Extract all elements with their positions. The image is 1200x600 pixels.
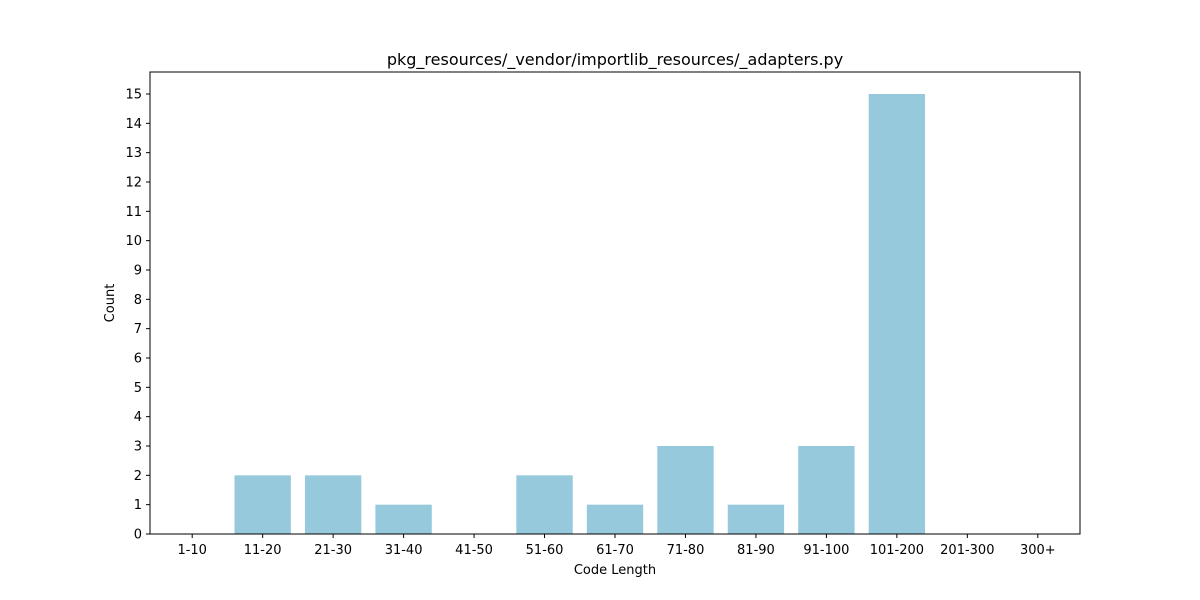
chart-title: pkg_resources/_vendor/importlib_resource… xyxy=(387,50,843,70)
x-tick-label: 61-70 xyxy=(596,543,634,558)
bar-61-70 xyxy=(586,504,644,534)
y-tick-label: 6 xyxy=(134,352,142,367)
y-tick-label: 12 xyxy=(125,176,142,191)
bar-11-20 xyxy=(234,475,291,534)
bar-91-100 xyxy=(798,446,855,534)
plot-frame xyxy=(149,71,1081,535)
bar-31-40 xyxy=(375,504,432,534)
y-tick-label: 11 xyxy=(125,205,142,220)
x-tick-label: 201-300 xyxy=(940,543,994,558)
bar-101-200 xyxy=(868,94,926,534)
x-tick-label: 1-10 xyxy=(177,543,207,558)
x-tick-label: 91-100 xyxy=(803,543,849,558)
x-tick-label: 71-80 xyxy=(667,543,705,558)
y-tick-label: 5 xyxy=(134,381,142,396)
x-tick-label: 31-40 xyxy=(385,543,423,558)
x-tick-label: 11-20 xyxy=(244,543,282,558)
bar-51-60 xyxy=(516,475,573,534)
y-tick-label: 3 xyxy=(134,440,142,455)
y-tick-label: 0 xyxy=(134,528,142,543)
y-tick-label: 1 xyxy=(134,498,142,513)
x-tick-label: 300+ xyxy=(1020,543,1056,558)
y-tick-label: 4 xyxy=(134,410,142,425)
y-tick-label: 15 xyxy=(125,88,142,103)
y-tick-label: 8 xyxy=(134,293,142,308)
y-tick-label: 10 xyxy=(125,234,142,249)
x-tick-label: 21-30 xyxy=(314,543,352,558)
bar-81-90 xyxy=(727,504,785,534)
y-tick-label: 13 xyxy=(125,146,142,161)
x-tick-label: 41-50 xyxy=(455,543,493,558)
x-tick-label: 101-200 xyxy=(870,543,924,558)
x-tick-label: 51-60 xyxy=(526,543,564,558)
y-tick-label: 14 xyxy=(125,117,142,132)
y-axis-title: Count xyxy=(103,284,118,323)
y-tick-label: 7 xyxy=(134,322,142,337)
bar-21-30 xyxy=(304,475,362,534)
y-tick-label: 2 xyxy=(134,469,142,484)
x-axis-title: Code Length xyxy=(574,563,656,578)
bars-group xyxy=(234,94,926,534)
x-axis-ticks: 1-10 11-20 21-30 31-40 41-50 51-60 61-70 71-80 8… xyxy=(177,534,1056,558)
y-tick-label: 9 xyxy=(134,264,142,279)
bar-71-80 xyxy=(657,446,714,534)
x-tick-label: 81-90 xyxy=(737,543,775,558)
